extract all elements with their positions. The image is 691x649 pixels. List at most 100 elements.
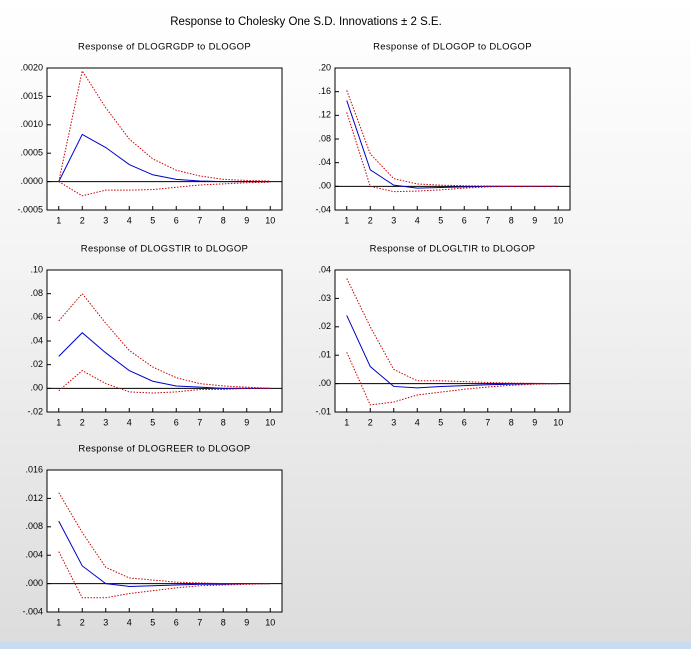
chart-title: Response of DLOGREER to DLOGOP (78, 444, 250, 455)
x-tick-label: 8 (509, 417, 514, 427)
x-tick-label: 10 (553, 215, 563, 225)
y-tick-label: .16 (318, 86, 331, 96)
x-tick-label: 5 (150, 617, 155, 627)
plot-area (46, 269, 283, 413)
x-tick-label: 1 (56, 617, 61, 627)
x-tick-label: 4 (127, 215, 132, 225)
y-tick-label: .0015 (20, 91, 43, 101)
y-tick-label: .012 (25, 493, 43, 503)
x-tick-label: 3 (391, 215, 396, 225)
y-tick-label: .04 (30, 335, 43, 345)
y-tick-label: .00 (318, 378, 331, 388)
x-tick-label: 3 (391, 417, 396, 427)
x-tick-label: 1 (56, 215, 61, 225)
series-line (58, 332, 271, 389)
series-line (346, 315, 559, 389)
y-tick-label: .08 (318, 133, 331, 143)
plot-area (46, 469, 283, 613)
series-line (58, 551, 271, 599)
y-tick-label: .00 (30, 383, 43, 393)
y-tick-label: .04 (318, 264, 331, 274)
x-tick-label: 7 (197, 417, 202, 427)
x-tick-label: 4 (415, 215, 420, 225)
y-tick-label: .0020 (20, 62, 43, 72)
x-tick-label: 9 (244, 617, 249, 627)
y-tick-label: .06 (30, 312, 43, 322)
x-tick-label: 9 (532, 215, 537, 225)
x-tick-label: 9 (244, 215, 249, 225)
x-tick-label: 3 (103, 617, 108, 627)
series-line (58, 133, 271, 183)
series-line (346, 352, 559, 406)
x-tick-label: 6 (174, 417, 179, 427)
chart-title: Response of DLOGOP to DLOGOP (373, 42, 532, 53)
x-tick-label: 5 (150, 417, 155, 427)
series-line (58, 69, 271, 182)
chart-title: Response of DLOGSTIR to DLOGOP (81, 244, 248, 255)
y-tick-label: .01 (318, 350, 331, 360)
plot-area (46, 67, 283, 211)
status-bar (0, 642, 691, 649)
series-line (58, 369, 271, 394)
x-tick-label: 8 (221, 215, 226, 225)
x-tick-label: 2 (80, 417, 85, 427)
x-tick-label: 1 (344, 215, 349, 225)
y-tick-label: .0010 (20, 119, 43, 129)
y-tick-label: .12 (318, 110, 331, 120)
y-tick-label: .0000 (20, 176, 43, 186)
x-tick-label: 1 (344, 417, 349, 427)
plot-area (334, 67, 571, 211)
x-tick-label: 2 (368, 215, 373, 225)
x-tick-label: 3 (103, 215, 108, 225)
x-tick-label: 7 (197, 215, 202, 225)
y-tick-label: .02 (30, 359, 43, 369)
x-tick-label: 5 (150, 215, 155, 225)
x-tick-label: 7 (197, 617, 202, 627)
x-tick-label: 2 (368, 417, 373, 427)
y-tick-label: -.02 (27, 406, 43, 416)
y-tick-label: -.01 (315, 406, 331, 416)
x-tick-label: 4 (415, 417, 420, 427)
x-tick-label: 10 (553, 417, 563, 427)
x-tick-label: 6 (462, 417, 467, 427)
x-tick-label: 1 (56, 417, 61, 427)
x-tick-label: 9 (532, 417, 537, 427)
x-tick-label: 8 (509, 215, 514, 225)
y-tick-label: .004 (25, 550, 43, 560)
x-tick-label: 4 (127, 617, 132, 627)
x-tick-label: 10 (265, 617, 275, 627)
y-tick-label: .016 (25, 464, 43, 474)
y-tick-label: .03 (318, 293, 331, 303)
x-tick-label: 5 (438, 215, 443, 225)
x-tick-label: 6 (462, 215, 467, 225)
y-tick-label: .10 (30, 264, 43, 274)
x-tick-label: 8 (221, 417, 226, 427)
y-tick-label: .04 (318, 157, 331, 167)
x-tick-label: 2 (80, 215, 85, 225)
x-tick-label: 7 (485, 215, 490, 225)
series-line (58, 181, 271, 197)
x-tick-label: 8 (221, 617, 226, 627)
y-tick-label: .02 (318, 321, 331, 331)
y-tick-label: -.04 (315, 204, 331, 214)
x-tick-label: 10 (265, 215, 275, 225)
x-tick-label: 9 (244, 417, 249, 427)
chart-title: Response of DLOGRGDP to DLOGOP (78, 42, 251, 53)
y-tick-label: .008 (25, 521, 43, 531)
y-tick-label: .000 (25, 578, 43, 588)
x-tick-label: 2 (80, 617, 85, 627)
y-tick-label: .20 (318, 62, 331, 72)
y-tick-label: -.0005 (17, 204, 43, 214)
series-line (346, 278, 559, 385)
x-tick-label: 7 (485, 417, 490, 427)
main-title: Response to Cholesky One S.D. Innovation… (170, 16, 442, 28)
series-line (58, 492, 271, 585)
series-line (58, 292, 271, 389)
x-tick-label: 3 (103, 417, 108, 427)
x-tick-label: 5 (438, 417, 443, 427)
chart-title: Response of DLOGLTIR to DLOGOP (370, 244, 536, 255)
y-tick-label: .00 (318, 181, 331, 191)
x-tick-label: 6 (174, 617, 179, 627)
